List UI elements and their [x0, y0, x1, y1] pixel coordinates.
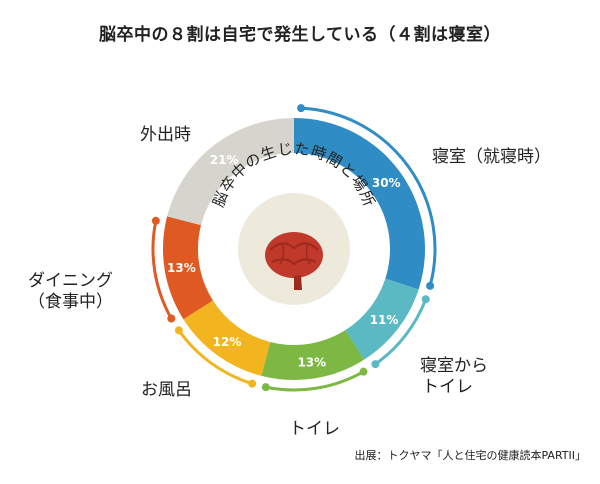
arc-dot-1-1	[371, 360, 380, 369]
arc-dot-0-1	[426, 281, 435, 290]
arc-dot-1-0	[421, 295, 430, 304]
arc-dot-2-0	[359, 367, 368, 376]
donut-slices	[163, 118, 425, 380]
pct-label-0: 30%	[372, 176, 401, 190]
arc-dot-3-1	[174, 326, 183, 335]
slice-5	[167, 118, 294, 226]
arc-dot-4-0	[167, 314, 176, 323]
outer-arcs	[151, 104, 437, 392]
arc-2	[264, 370, 366, 392]
pct-label-4: 13%	[167, 261, 196, 275]
arc-dot-3-0	[248, 379, 257, 388]
slice-3	[183, 300, 271, 376]
arc-4	[151, 219, 173, 321]
arc-dot-2-1	[261, 383, 270, 392]
arc-dot-0-0	[297, 104, 306, 113]
pct-label-1: 11%	[370, 313, 399, 327]
slice-2	[261, 330, 365, 380]
pct-label-5: 21%	[210, 153, 239, 167]
slice-4	[163, 216, 213, 320]
brain-icon	[265, 232, 323, 290]
percent-labels: 30% 11% 13% 12% 13% 21%	[167, 153, 401, 370]
pct-label-3: 12%	[213, 335, 242, 349]
slice-1	[345, 278, 419, 360]
arc-3	[177, 328, 254, 386]
slice-0	[294, 118, 425, 290]
label-dining: ダイニング （食事中）	[28, 271, 113, 312]
arc-dot-4-1	[151, 216, 160, 225]
label-bath: お風呂	[141, 380, 192, 400]
label-toilet: トイレ	[289, 419, 340, 439]
arc-0	[299, 106, 437, 288]
label-bedroom: 寝室（就寝時）	[432, 147, 551, 167]
pct-label-2: 13%	[297, 356, 326, 370]
label-bed-to-toilet: 寝室から トイレ	[420, 356, 488, 397]
arc-1	[373, 297, 428, 366]
chart-title: 脳卒中の８割は自宅で発生している（４割は寝室）	[99, 25, 501, 45]
source-note: 出展：トクヤマ「人と住宅の健康読本PARTII」	[354, 449, 586, 462]
label-outing: 外出時	[140, 125, 191, 145]
